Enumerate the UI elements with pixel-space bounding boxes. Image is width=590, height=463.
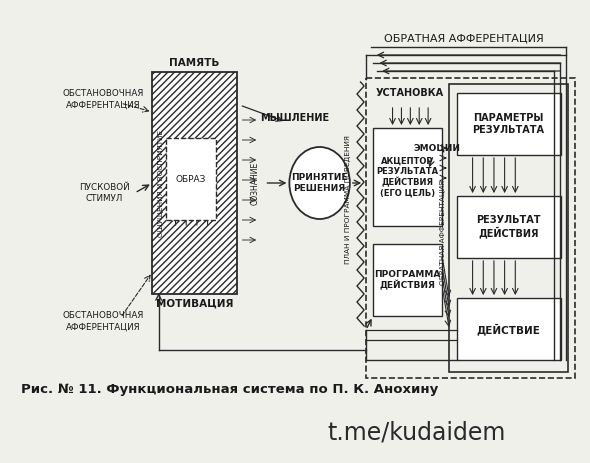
Text: МЫШЛЕНИЕ: МЫШЛЕНИЕ <box>260 113 329 123</box>
Text: СОЗНАНИЕ: СОЗНАНИЕ <box>250 162 259 205</box>
Text: ОБРАТНАЯ АФФЕРЕНТАЦИЯ: ОБРАТНАЯ АФФЕРЕНТАЦИЯ <box>440 180 446 285</box>
Ellipse shape <box>289 147 350 219</box>
Bar <box>450 84 568 372</box>
Text: ДЕЙСТВИЕ: ДЕЙСТВИЕ <box>476 323 540 335</box>
Bar <box>152 72 237 294</box>
Bar <box>457 298 560 360</box>
Text: АФФЕРЕНТАЦИЯ: АФФЕРЕНТАЦИЯ <box>66 100 141 110</box>
Text: ПЛАН И ПРОГРАММА ПОВЕДЕНИЯ: ПЛАН И ПРОГРАММА ПОВЕДЕНИЯ <box>345 136 351 264</box>
Text: УСТАНОВКА: УСТАНОВКА <box>375 88 444 98</box>
Text: ОБРАТНАЯ АФФЕРЕНТАЦИЯ: ОБРАТНАЯ АФФЕРЕНТАЦИЯ <box>384 33 543 43</box>
Bar <box>373 128 442 226</box>
Text: ОЩУЩЕНИЯ И ВОСПРИЯТИЕ: ОЩУЩЕНИЯ И ВОСПРИЯТИЕ <box>158 130 165 237</box>
Text: ПРИНЯТИЕ
РЕШЕНИЯ: ПРИНЯТИЕ РЕШЕНИЯ <box>291 173 348 193</box>
Text: ПРОГРАММА
ДЕЙСТВИЯ: ПРОГРАММА ДЕЙСТВИЯ <box>375 269 441 290</box>
Bar <box>373 244 442 316</box>
Text: ПАРАМЕТРЫ
РЕЗУЛЬТАТА: ПАРАМЕТРЫ РЕЗУЛЬТАТА <box>472 113 544 135</box>
Text: ОБСТАНОВОЧНАЯ: ОБСТАНОВОЧНАЯ <box>63 311 144 319</box>
Bar <box>457 93 560 155</box>
Bar <box>366 78 575 378</box>
Text: АФФЕРЕНТАЦИЯ: АФФЕРЕНТАЦИЯ <box>66 323 141 332</box>
Bar <box>166 138 217 220</box>
Text: ЭМОЦИИ: ЭМОЦИИ <box>414 144 461 152</box>
Bar <box>457 196 560 258</box>
Text: ОБРАЗ: ОБРАЗ <box>176 175 206 183</box>
Text: РЕЗУЛЬТАТ
ДЕЙСТВИЯ: РЕЗУЛЬТАТ ДЕЙСТВИЯ <box>476 215 540 239</box>
Text: t.me/kudaidem: t.me/kudaidem <box>327 420 506 444</box>
Text: Рис. № 11. Функциональная система по П. К. Анохину: Рис. № 11. Функциональная система по П. … <box>21 383 438 396</box>
Text: ОБСТАНОВОЧНАЯ: ОБСТАНОВОЧНАЯ <box>63 88 144 98</box>
Text: ПАМЯТЬ: ПАМЯТЬ <box>169 58 220 68</box>
Text: МОТИВАЦИЯ: МОТИВАЦИЯ <box>156 299 234 309</box>
Text: ПУСКОВОЙ
СТИМУЛ: ПУСКОВОЙ СТИМУЛ <box>79 183 130 203</box>
Text: АКЦЕПТОР
РЕЗУЛЬТАТА
ДЕЙСТВИЯ
(ЕГО ЦЕЛЬ): АКЦЕПТОР РЕЗУЛЬТАТА ДЕЙСТВИЯ (ЕГО ЦЕЛЬ) <box>376 156 439 198</box>
